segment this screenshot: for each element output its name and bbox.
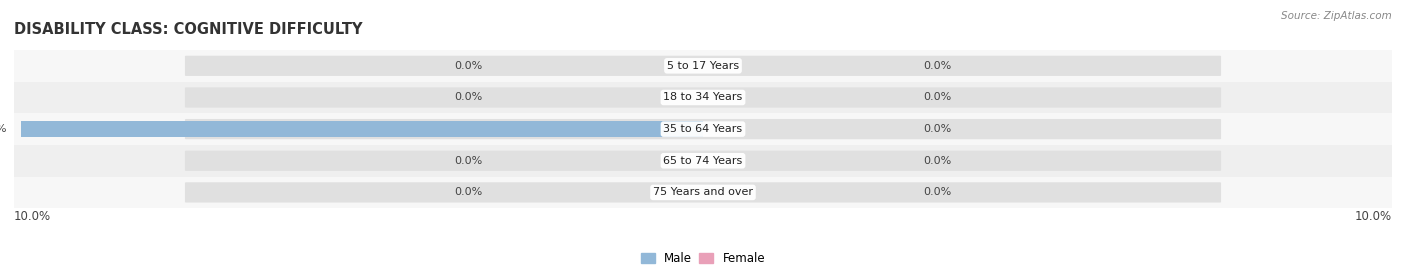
Text: 0.0%: 0.0% [924, 156, 952, 166]
Text: 10.0%: 10.0% [14, 210, 51, 223]
Text: 0.0%: 0.0% [454, 61, 482, 71]
Text: 10.0%: 10.0% [1355, 210, 1392, 223]
Text: 75 Years and over: 75 Years and over [652, 187, 754, 197]
Text: 9.9%: 9.9% [0, 124, 7, 134]
FancyBboxPatch shape [186, 151, 1220, 171]
Bar [14, 50, 1392, 82]
Text: Source: ZipAtlas.com: Source: ZipAtlas.com [1281, 11, 1392, 21]
Text: DISABILITY CLASS: COGNITIVE DIFFICULTY: DISABILITY CLASS: COGNITIVE DIFFICULTY [14, 22, 363, 37]
Bar [14, 176, 1392, 208]
Text: 0.0%: 0.0% [924, 124, 952, 134]
FancyBboxPatch shape [186, 56, 1220, 76]
Text: 0.0%: 0.0% [924, 187, 952, 197]
Bar [14, 145, 1392, 176]
Text: 35 to 64 Years: 35 to 64 Years [664, 124, 742, 134]
Text: 65 to 74 Years: 65 to 74 Years [664, 156, 742, 166]
Text: 0.0%: 0.0% [454, 187, 482, 197]
Text: 0.0%: 0.0% [454, 93, 482, 102]
Text: 0.0%: 0.0% [924, 93, 952, 102]
Text: 18 to 34 Years: 18 to 34 Years [664, 93, 742, 102]
FancyBboxPatch shape [186, 87, 1220, 108]
Bar [14, 82, 1392, 113]
FancyBboxPatch shape [186, 119, 1220, 139]
Text: 0.0%: 0.0% [924, 61, 952, 71]
Legend: Male, Female: Male, Female [641, 252, 765, 265]
Text: 0.0%: 0.0% [454, 156, 482, 166]
Bar [21, 121, 703, 137]
Text: 5 to 17 Years: 5 to 17 Years [666, 61, 740, 71]
Bar [14, 113, 1392, 145]
FancyBboxPatch shape [186, 182, 1220, 203]
